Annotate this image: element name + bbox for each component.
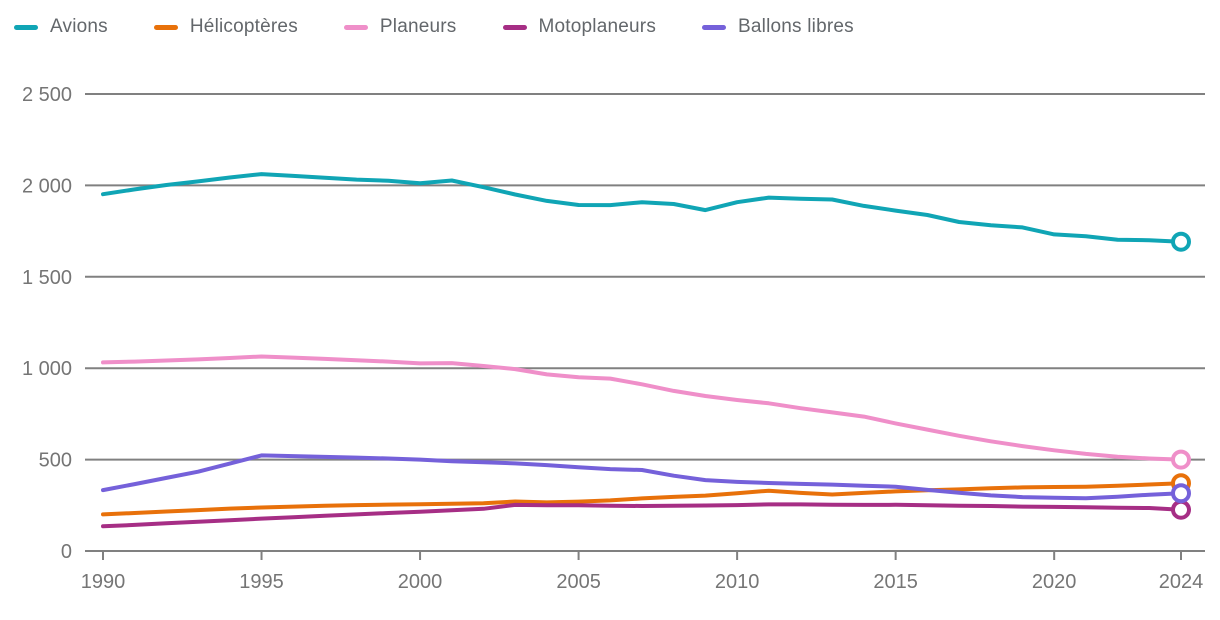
series-line-ballons-libres	[101, 453, 1183, 501]
series-line-planeurs	[101, 354, 1183, 462]
end-marker-planeurs	[1171, 449, 1191, 470]
x-axis-label-1995: 1995	[239, 571, 284, 593]
legend-swatch-icon	[153, 24, 178, 30]
legend-label: Motoplaneurs	[538, 16, 657, 37]
legend-label: Hélicoptères	[189, 16, 298, 37]
legend-item-h-licopt-res[interactable]: Hélicoptères	[153, 16, 298, 38]
x-axis-label-2015: 2015	[873, 571, 918, 593]
legend-swatch-icon	[702, 24, 727, 30]
end-marker-avions	[1171, 231, 1191, 252]
y-axis-label-1000: 1 000	[22, 358, 72, 380]
y-axis-label-500: 500	[39, 450, 72, 472]
legend-label: Planeurs	[379, 16, 457, 37]
legend-item-planeurs[interactable]: Planeurs	[343, 16, 457, 38]
series-line-h-licopt-res	[101, 481, 1183, 517]
end-marker-ballons-libres	[1171, 483, 1191, 504]
legend-item-motoplaneurs[interactable]: Motoplaneurs	[502, 16, 657, 38]
end-marker-motoplaneurs	[1171, 499, 1191, 520]
chart-legend: Avions Hélicoptères Planeurs Motoplaneurs Ba…	[14, 16, 854, 38]
legend-label: Avions	[50, 16, 108, 37]
y-axis-label-0: 0	[61, 541, 72, 563]
y-axis-label-1500: 1 500	[22, 267, 72, 289]
y-axis-label-2000: 2 000	[22, 175, 72, 197]
x-axis-label-2010: 2010	[715, 571, 760, 593]
x-axis-label-2024: 2024	[1159, 571, 1204, 593]
legend-swatch-icon	[502, 24, 527, 30]
legend-item-avions[interactable]: Avions	[14, 16, 108, 38]
series-line-motoplaneurs	[101, 502, 1183, 529]
legend-item-ballons-libres[interactable]: Ballons libres	[702, 16, 854, 38]
legend-swatch-icon	[343, 24, 368, 30]
x-axis-label-2000: 2000	[398, 571, 443, 593]
legend-label: Ballons libres	[738, 16, 854, 37]
x-axis-label-1990: 1990	[81, 571, 126, 593]
x-axis-label-2020: 2020	[1032, 571, 1077, 593]
series-line-avions	[101, 172, 1183, 244]
y-axis-label-2500: 2 500	[22, 84, 72, 106]
legend-swatch-icon	[14, 24, 38, 30]
x-axis-label-2005: 2005	[556, 571, 601, 593]
